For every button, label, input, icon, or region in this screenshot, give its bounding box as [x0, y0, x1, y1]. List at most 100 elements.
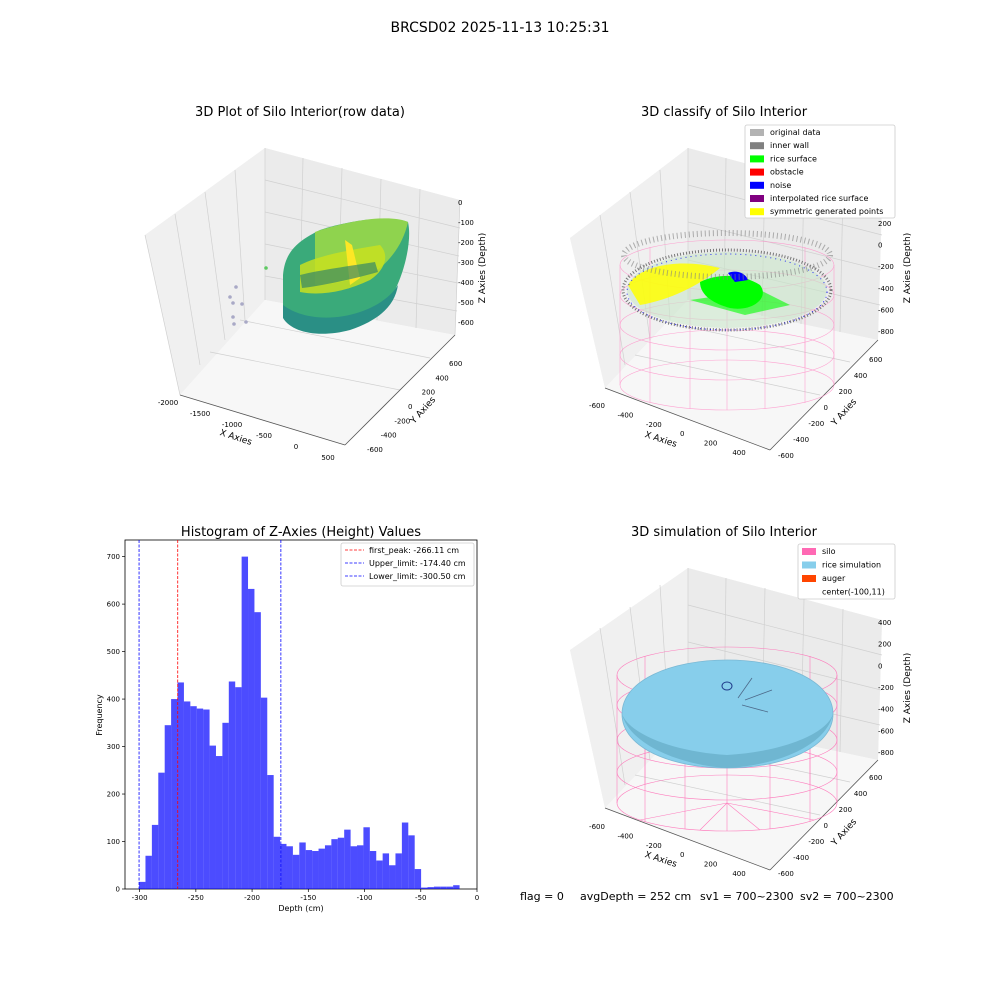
histogram-bar — [215, 756, 223, 889]
reference-lines — [138, 540, 282, 889]
y-tick-label: 200 — [422, 389, 435, 397]
z-tick-labels: 200 0 -200 -400 -600 -800 — [878, 220, 894, 336]
y-tick-label: 400 — [854, 790, 867, 798]
histogram-bar — [446, 886, 454, 889]
legend-label: Lower_limit: -300.50 cm — [369, 572, 466, 581]
x-tick-label: -600 — [589, 823, 605, 831]
histogram-bar — [177, 682, 184, 889]
legend-swatch — [802, 588, 816, 596]
y-axis-label: Y Axies — [829, 817, 859, 849]
histogram-bar — [145, 855, 152, 889]
x-tick-label: 200 — [704, 861, 717, 869]
x-tick-label: 0 — [680, 430, 684, 438]
y-tick-label: -600 — [778, 452, 794, 460]
classified-points — [621, 230, 833, 332]
legend-swatch — [750, 181, 764, 189]
z-tick-label: -500 — [458, 299, 474, 307]
z-tick-label: -400 — [878, 706, 894, 714]
x-tick-label: 400 — [732, 449, 745, 457]
y-tick-labels: 0 100 200 300 400 500 600 700 — [107, 553, 125, 894]
histogram-bar — [408, 835, 415, 889]
histogram-bar — [273, 836, 281, 889]
legend-label: inner wall — [770, 141, 809, 150]
z-tick-labels: 0 -100 -200 -300 -400 -500 -600 — [458, 199, 474, 327]
y-axis-label: Y Axies — [408, 395, 438, 427]
legend-label: noise — [770, 181, 791, 190]
histogram-bar — [235, 687, 242, 889]
z-tick-label: 0 — [878, 662, 882, 670]
panel-histogram: Histogram of Z-Axies (Height) Values -30… — [95, 525, 479, 913]
histogram-bar — [440, 886, 447, 889]
histogram-bar — [376, 860, 383, 889]
legend-label: rice surface — [770, 154, 817, 163]
x-tick-label: 0 — [294, 443, 298, 451]
histogram-bar — [248, 588, 255, 889]
histogram-bar — [389, 865, 396, 889]
z-tick-label: 0 — [878, 242, 882, 250]
panel-title: 3D classify of Silo Interior — [641, 105, 808, 120]
histogram-bar — [171, 699, 178, 889]
legend-swatch — [750, 195, 764, 202]
rice-surface — [621, 659, 834, 769]
x-tick-label: 200 — [704, 440, 717, 448]
histogram-bar — [241, 556, 249, 889]
legend-swatch — [750, 142, 764, 150]
histogram-bar — [151, 824, 159, 889]
histogram-bar — [421, 887, 428, 889]
histogram-bar — [203, 709, 210, 889]
y-tick-label: 600 — [869, 356, 882, 364]
y-tick-label: -400 — [793, 436, 809, 444]
legend-label: original data — [770, 128, 821, 137]
histogram-bar — [286, 846, 293, 889]
histogram-bar — [433, 886, 441, 889]
histogram-bar — [318, 848, 325, 889]
x-axis-label: X Axies — [643, 430, 678, 450]
x-axis-label: Depth (cm) — [278, 904, 323, 913]
legend-swatch — [750, 208, 764, 216]
panel-simulation: 3D simulation of Silo Interior — [570, 525, 913, 878]
legend-label: symmetric generated points — [770, 207, 883, 216]
x-tick-label: -200 — [646, 842, 662, 850]
histogram-bar — [260, 697, 268, 889]
panel-title: Histogram of Z-Axies (Height) Values — [181, 525, 421, 540]
y-tick-label: -400 — [793, 854, 809, 862]
legend-swatch — [802, 561, 816, 569]
histogram-bar — [305, 850, 313, 889]
z-axis-label: Z Axies (Depth) — [903, 653, 913, 724]
x-tick-labels: -600 -400 -200 0 200 400 — [589, 402, 746, 457]
histogram-bar — [183, 701, 191, 889]
x-tick-label: 0 — [475, 894, 479, 902]
y-axis-label: Frequency — [95, 694, 104, 736]
x-tick-label: 0 — [680, 851, 684, 859]
z-tick-label: -800 — [878, 328, 894, 336]
histogram-bar — [331, 839, 338, 889]
histogram-bar — [292, 854, 300, 889]
legend-swatch — [802, 548, 816, 555]
histogram-bar — [401, 822, 409, 889]
z-axis-label: Z Axies (Depth) — [478, 233, 488, 304]
y-axis-label: Y Axies — [829, 397, 859, 429]
y-tick-label: 600 — [869, 774, 882, 782]
panel-classify: 3D classify of Silo Interior — [570, 105, 913, 460]
legend-label: center(-100,11) — [822, 588, 885, 597]
histogram-bar — [267, 775, 274, 889]
x-tick-label: -400 — [617, 411, 633, 419]
panel-title: 3D Plot of Silo Interior(row data) — [195, 105, 405, 120]
x-tick-label: -100 — [357, 894, 373, 902]
y-tick-label: 400 — [435, 374, 448, 382]
histogram-bar — [427, 887, 434, 889]
y-tick-label: 200 — [839, 388, 852, 396]
x-tick-label: -1500 — [190, 410, 210, 418]
histogram-bar — [139, 881, 146, 889]
histogram-bar — [164, 725, 172, 889]
y-tick-label: 400 — [854, 372, 867, 380]
legend-swatch — [750, 155, 764, 163]
y-tick-label: 0 — [408, 403, 412, 411]
y-tick-label: 600 — [107, 601, 120, 609]
x-tick-label: -200 — [244, 894, 260, 902]
histogram-bar — [395, 853, 402, 889]
y-tick-label: 0 — [824, 404, 828, 412]
legend-label: Upper_limit: -174.40 cm — [369, 559, 466, 568]
